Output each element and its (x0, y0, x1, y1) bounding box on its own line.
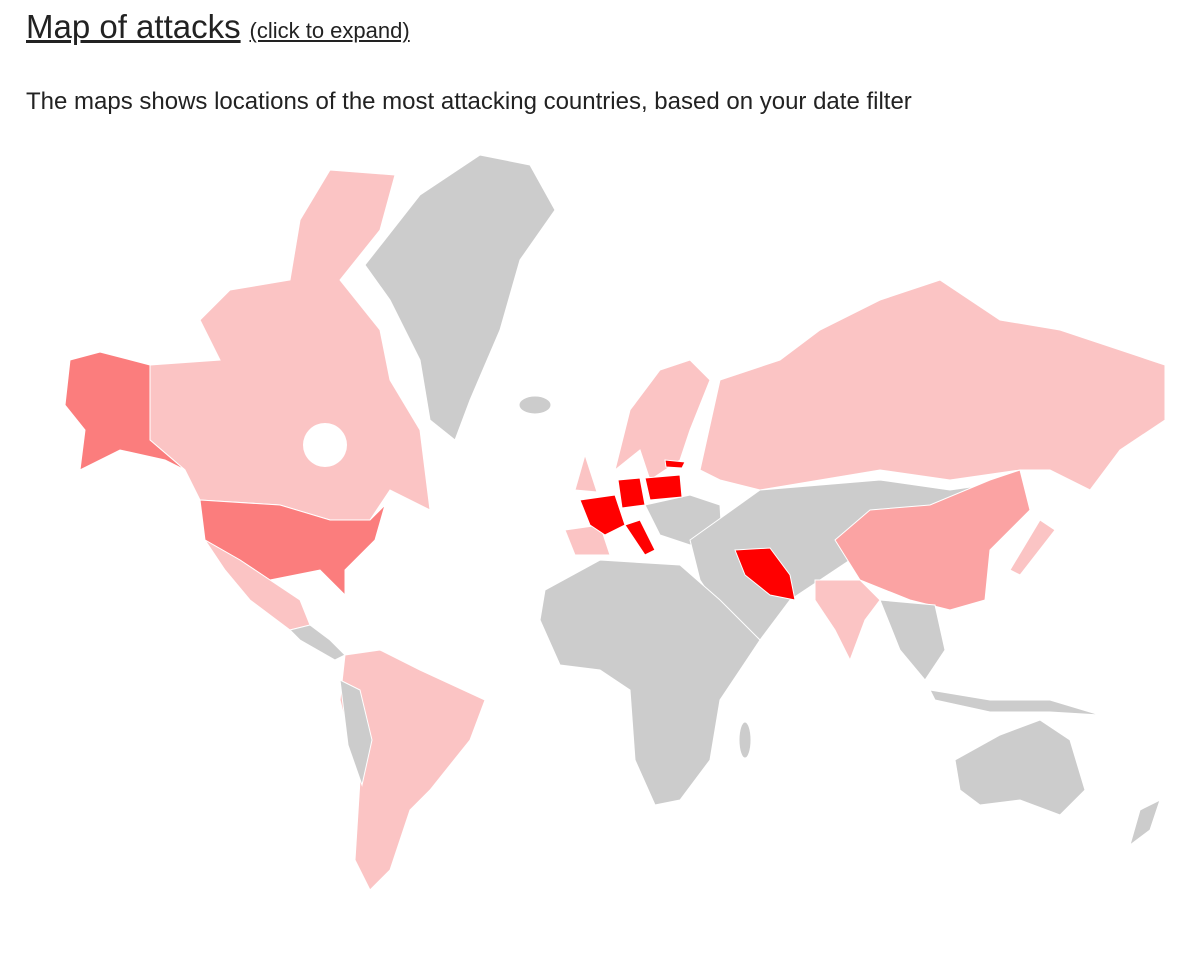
alaska (64, 351, 186, 471)
russia (699, 279, 1166, 491)
greenland (364, 154, 556, 441)
hudson-bay (303, 423, 347, 467)
baltic (664, 459, 686, 469)
title[interactable]: Map of attacks (26, 8, 241, 45)
germany (617, 477, 646, 509)
italy (624, 519, 656, 556)
description: The maps shows locations of the most att… (26, 88, 912, 115)
canada (149, 169, 431, 521)
japan (1009, 519, 1056, 576)
iceland (518, 395, 552, 415)
spain (564, 524, 611, 556)
new-zealand (1129, 799, 1161, 847)
india (814, 579, 881, 662)
central-america (289, 624, 346, 661)
indonesia (929, 689, 1101, 716)
expand-link[interactable]: (click to expand) (249, 18, 410, 43)
header[interactable]: Map of attacks (click to expand) (26, 8, 410, 46)
uk (574, 453, 598, 493)
australia (954, 719, 1086, 816)
world-map[interactable] (0, 140, 1200, 958)
china (834, 469, 1031, 611)
iran (734, 547, 796, 601)
southeast-asia (879, 599, 946, 681)
madagascar (738, 721, 752, 759)
france (579, 494, 626, 536)
scandinavia (614, 359, 711, 481)
andes (339, 679, 373, 787)
africa (539, 559, 761, 806)
poland (644, 474, 683, 501)
